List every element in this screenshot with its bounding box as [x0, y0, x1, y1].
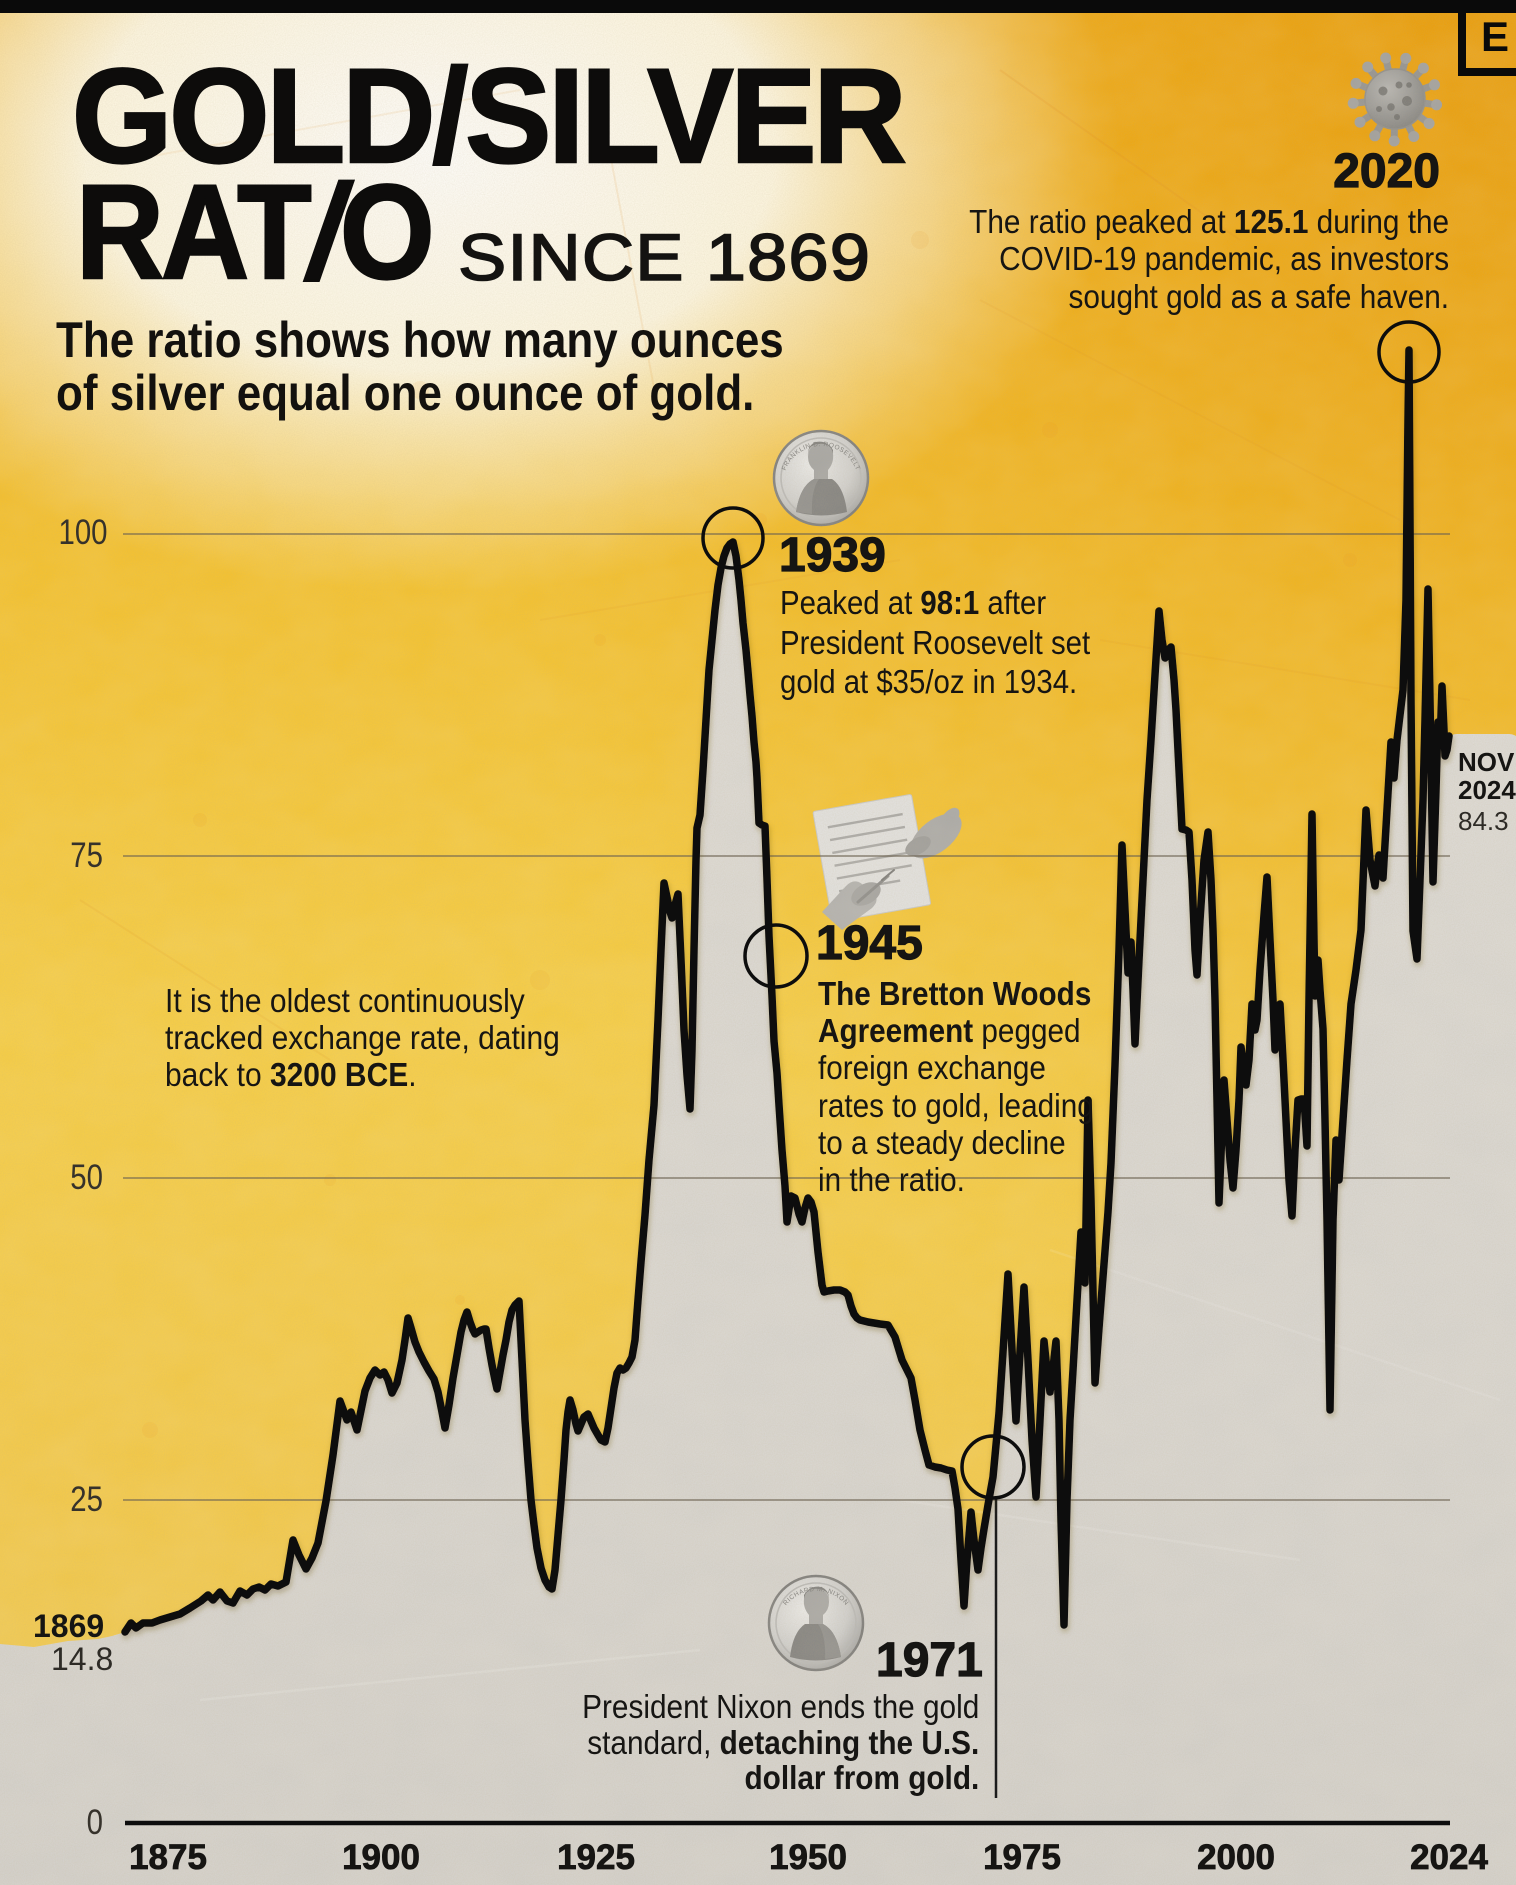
svg-text:E: E: [1481, 13, 1509, 60]
